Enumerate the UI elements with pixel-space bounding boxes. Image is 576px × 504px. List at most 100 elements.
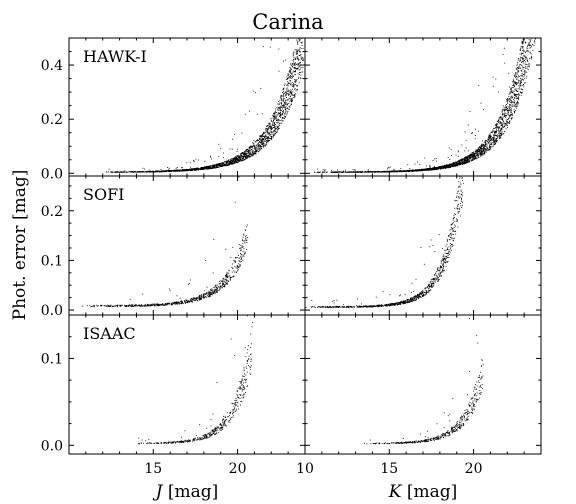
data-point (522, 47, 524, 49)
data-point (492, 138, 494, 140)
data-point (212, 167, 214, 168)
data-point (529, 29, 530, 30)
data-point (386, 171, 388, 173)
data-point (441, 166, 443, 168)
data-point (451, 163, 453, 165)
data-point (277, 120, 279, 122)
data-point (478, 130, 480, 132)
data-point (292, 59, 294, 61)
data-point (242, 158, 244, 160)
data-point (123, 171, 125, 173)
data-point (292, 91, 294, 93)
data-point (190, 168, 192, 170)
data-point (515, 94, 517, 96)
data-point (213, 166, 215, 168)
data-point (198, 168, 200, 170)
data-point (392, 171, 394, 173)
data-point (471, 157, 473, 159)
data-point (461, 159, 462, 161)
data-point (453, 162, 455, 164)
data-point (520, 46, 522, 48)
data-point (272, 136, 274, 138)
data-point (287, 90, 288, 92)
data-point (256, 149, 258, 151)
data-point (289, 84, 291, 86)
data-point (275, 132, 277, 133)
data-point (458, 160, 460, 162)
data-point (293, 88, 295, 90)
data-point (223, 152, 225, 154)
data-point (432, 167, 433, 169)
data-point (231, 161, 233, 163)
data-point (282, 88, 284, 90)
data-point (510, 89, 512, 91)
data-point (448, 165, 450, 167)
data-point (273, 125, 275, 127)
data-point (508, 98, 510, 100)
data-point (226, 161, 228, 163)
data-point (298, 76, 300, 78)
data-point (486, 143, 488, 145)
data-point (474, 135, 476, 136)
data-point (176, 170, 178, 172)
data-point (254, 151, 256, 153)
data-point (157, 171, 159, 173)
data-point (266, 125, 268, 127)
data-point (484, 143, 486, 145)
data-point (495, 138, 497, 140)
data-point (464, 157, 466, 158)
data-point (294, 78, 296, 80)
data-point (458, 163, 460, 165)
data-point (207, 166, 209, 167)
data-point (517, 82, 519, 84)
data-point (452, 166, 454, 168)
data-point (281, 99, 283, 101)
data-point (147, 171, 149, 173)
data-point (418, 169, 420, 171)
data-point (502, 113, 503, 115)
data-point (225, 164, 227, 166)
data-point (99, 304, 101, 306)
data-point (481, 145, 483, 147)
data-point (473, 158, 475, 160)
data-point (296, 86, 298, 88)
data-point (539, 17, 540, 18)
data-point (251, 155, 253, 157)
data-point (296, 50, 298, 52)
data-point (223, 165, 225, 166)
data-point (510, 89, 512, 91)
data-point (459, 163, 461, 165)
data-point (214, 167, 216, 169)
data-point (355, 171, 357, 173)
data-point (478, 149, 480, 151)
data-point (450, 165, 452, 166)
data-point (244, 154, 246, 156)
data-point (263, 133, 264, 134)
data-point (271, 127, 273, 129)
data-point (503, 126, 505, 128)
data-point (131, 171, 133, 173)
data-point (402, 170, 404, 172)
data-point (521, 42, 523, 44)
data-point (303, 36, 304, 37)
data-point (498, 135, 500, 137)
data-point (251, 149, 253, 151)
data-point (269, 130, 271, 132)
data-point (489, 137, 491, 138)
data-point (254, 152, 256, 154)
data-point (457, 163, 459, 165)
data-point (228, 162, 230, 164)
data-point (451, 155, 452, 157)
data-point (248, 149, 250, 151)
data-point (260, 142, 262, 144)
data-point (283, 98, 285, 100)
data-point (299, 63, 301, 65)
data-point (478, 150, 480, 152)
data-point (148, 171, 150, 172)
data-point (517, 97, 519, 99)
data-point (462, 162, 464, 164)
data-point (298, 63, 300, 65)
data-point (302, 47, 304, 49)
data-point (151, 171, 153, 173)
